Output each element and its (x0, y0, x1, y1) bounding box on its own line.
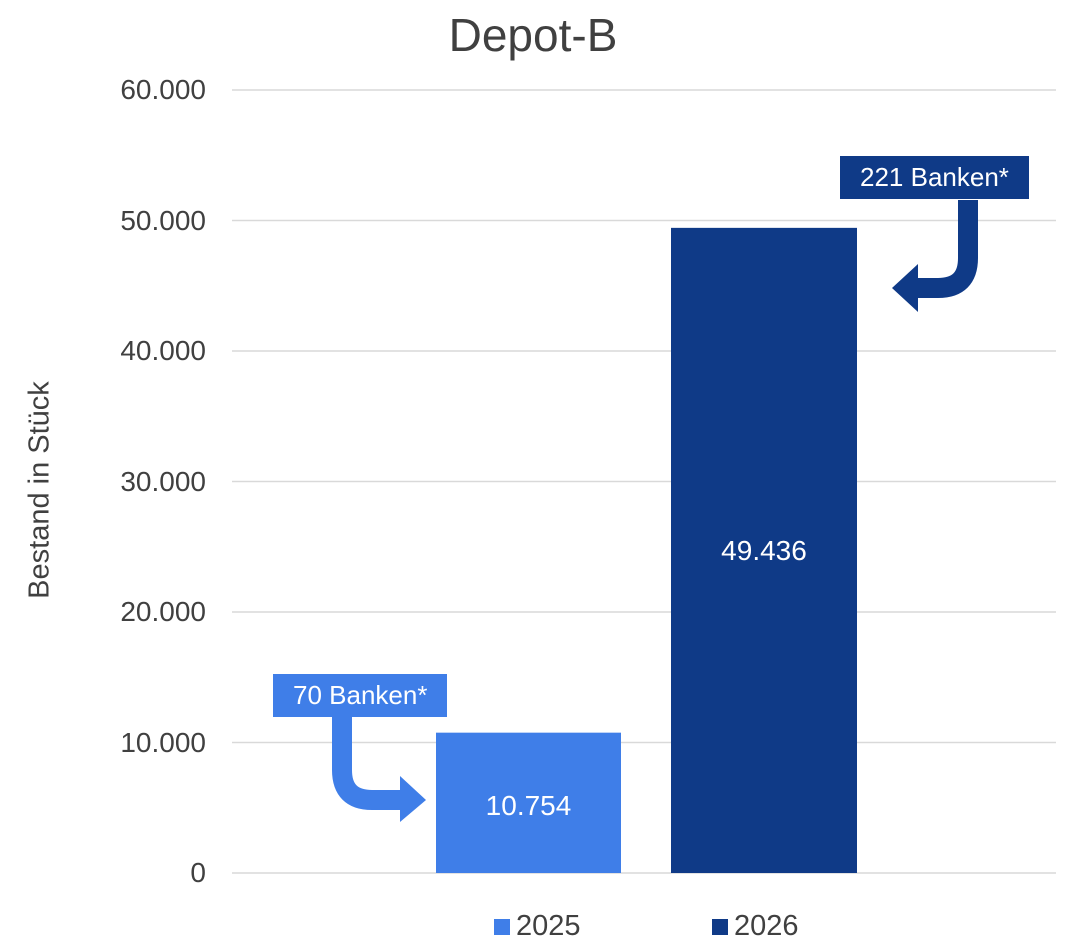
y-tick-label: 40.000 (120, 335, 206, 366)
callout-arrow-2025-head (400, 776, 426, 822)
bar-label-2025: 10.754 (485, 790, 572, 821)
y-tick-label: 20.000 (120, 596, 206, 627)
y-tick-label: 50.000 (120, 204, 206, 236)
y-tick-label: 60.000 (120, 74, 206, 105)
callout-2025: 70 Banken* (273, 674, 448, 717)
y-axis-label: Bestand in Stück (23, 381, 56, 599)
legend-label-2026: 2026 (734, 910, 799, 942)
legend-swatch-2026 (712, 918, 728, 935)
legend-swatch-2025 (494, 918, 510, 935)
bar-2026 (671, 227, 857, 873)
callout-arrow-2025 (332, 716, 402, 810)
y-tick-label: 30.000 (120, 465, 206, 497)
bar-label-2026: 49.436 (721, 535, 807, 566)
callout-2026: 221 Banken* (840, 156, 1029, 199)
y-tick-label: 10.000 (120, 726, 206, 758)
legend-item-2026: 2026 (712, 910, 799, 943)
legend-label-2025: 2025 (516, 910, 581, 942)
bar-2025 (436, 732, 621, 873)
legend-item-2025: 2025 (494, 910, 581, 943)
y-tick-label: 0 (190, 857, 206, 888)
chart-title: Depot-B (448, 9, 618, 61)
callout-arrow-2026 (916, 200, 978, 298)
callout-arrow-2026-head (892, 264, 918, 312)
